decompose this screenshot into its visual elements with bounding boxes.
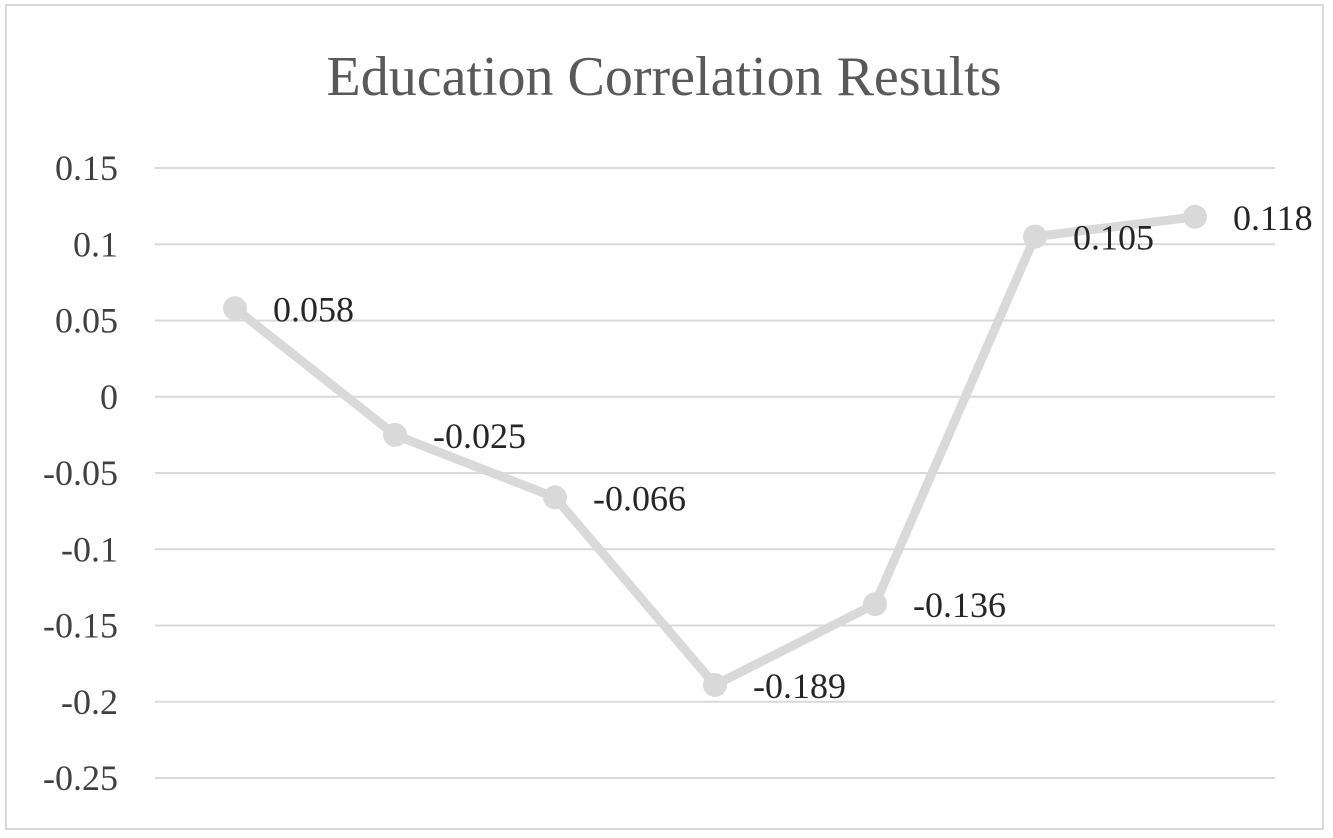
data-labels: 0.058 -0.025 -0.066 -0.189 -0.136 0.105 0.118 [273, 198, 1313, 706]
data-label: 0.118 [1233, 198, 1313, 238]
y-tick-label: -0.1 [61, 529, 118, 569]
y-tick-label: -0.25 [43, 758, 118, 798]
data-point [863, 592, 887, 617]
y-tick-label: -0.15 [43, 606, 118, 646]
y-tick-label: 0 [100, 377, 118, 417]
data-point [383, 422, 407, 447]
data-label: -0.189 [753, 666, 846, 706]
data-label: 0.105 [1073, 218, 1154, 258]
y-tick-label: -0.05 [43, 453, 118, 493]
chart-title: Education Correlation Results [327, 46, 1002, 108]
y-tick-label: 0.1 [73, 224, 118, 264]
data-point [1023, 224, 1047, 249]
y-tick-label: 0.05 [55, 301, 118, 341]
y-tick-label: -0.2 [61, 682, 118, 722]
data-point [1183, 204, 1207, 229]
gridlines [155, 167, 1275, 779]
data-point [223, 296, 247, 321]
data-label: -0.066 [593, 478, 686, 518]
data-point [703, 672, 727, 697]
chart-frame [5, 4, 1324, 830]
series-line [230, 212, 1200, 690]
data-point [543, 485, 567, 510]
data-label: -0.025 [433, 416, 526, 456]
y-tick-label: 0.15 [55, 148, 118, 188]
y-axis-ticks: 0.15 0.1 0.05 0 -0.05 -0.1 -0.15 -0.2 -0.25 [43, 148, 118, 798]
series-layer [223, 204, 1207, 697]
data-label: 0.058 [273, 289, 354, 329]
data-label: -0.136 [913, 585, 1006, 625]
